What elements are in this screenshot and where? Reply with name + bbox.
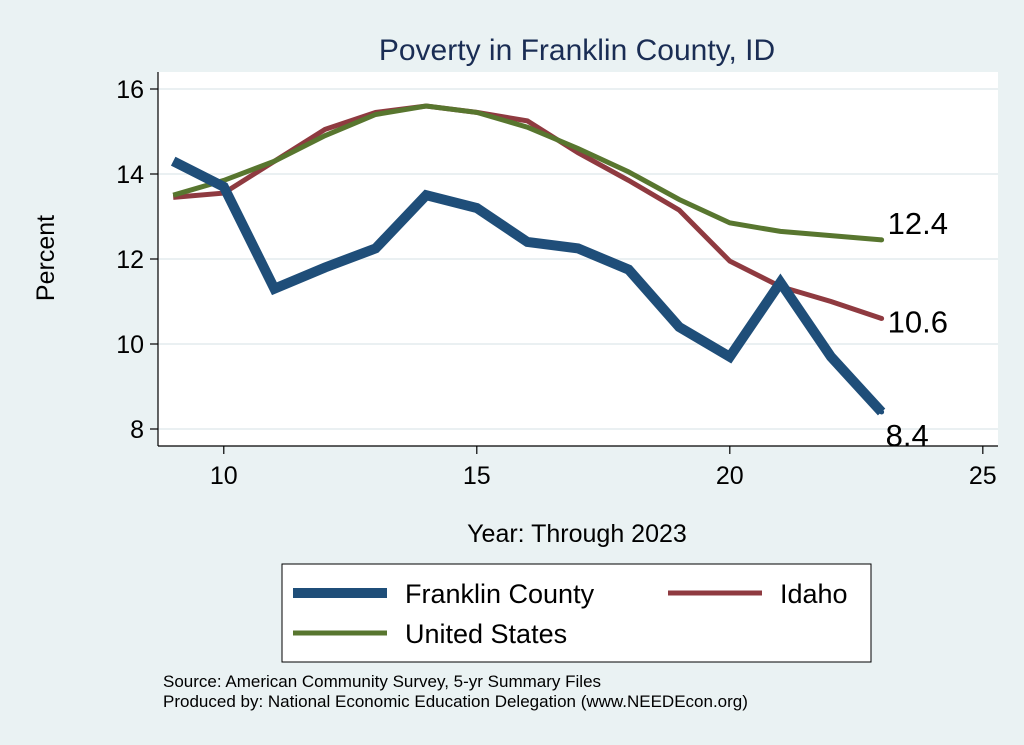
series-line-franklin-county — [170, 156, 886, 416]
x-tick-label: 25 — [969, 462, 997, 490]
end-label-united-states: 12.4 — [888, 206, 948, 241]
source-notes: Source: American Community Survey, 5-yr … — [163, 672, 748, 711]
y-axis-title: Percent — [32, 215, 60, 301]
series-line-united-states — [172, 103, 882, 243]
legend-label-franklin-county: Franklin County — [405, 579, 595, 609]
y-tick-label: 16 — [116, 76, 144, 104]
legend: Franklin County Idaho United States — [281, 563, 872, 663]
chart-title: Poverty in Franklin County, ID — [379, 34, 775, 67]
source-note: Produced by: National Economic Education… — [163, 692, 748, 711]
x-tick-label: 10 — [210, 462, 238, 490]
legend-label-idaho: Idaho — [780, 579, 848, 609]
series-endpoint-united-states — [879, 237, 885, 243]
end-label-franklin-county: 8.4 — [886, 418, 929, 453]
y-tick-label: 14 — [116, 161, 144, 189]
legend-label-united-states: United States — [405, 619, 567, 649]
source-note: Source: American Community Survey, 5-yr … — [163, 672, 601, 691]
y-tick-label: 8 — [130, 416, 144, 444]
series-layer — [170, 103, 886, 416]
end-label-idaho: 10.6 — [888, 305, 948, 340]
x-tick-label: 20 — [716, 462, 744, 490]
y-tick-label: 10 — [116, 331, 144, 359]
y-tick-label: 12 — [116, 246, 144, 274]
legend-box — [281, 563, 872, 663]
x-tick-label: 15 — [463, 462, 491, 490]
x-axis-title: Year: Through 2023 — [467, 520, 687, 548]
axes: 8 10 12 14 16 10 15 20 25 — [116, 72, 998, 490]
gridlines — [158, 88, 998, 430]
end-labels: 8.4 10.6 12.4 — [886, 206, 948, 453]
series-endpoint-idaho — [879, 316, 885, 321]
series-endpoint-franklin-county — [879, 409, 885, 415]
